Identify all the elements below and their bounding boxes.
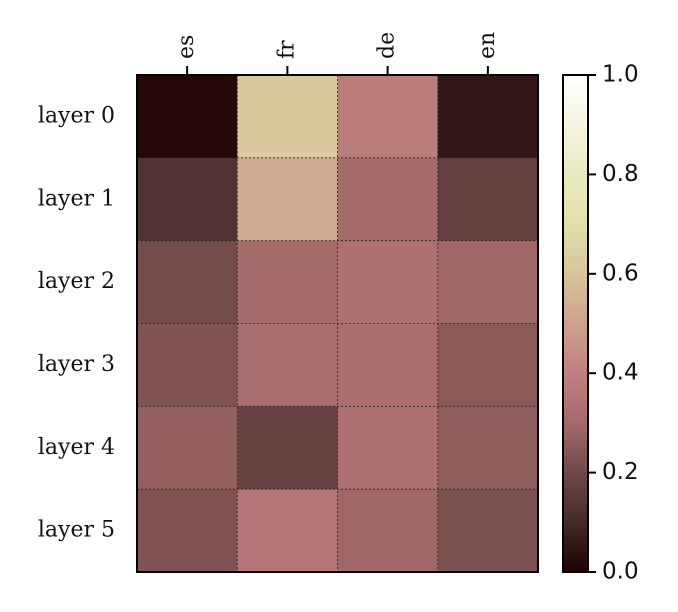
- heatmap-cell: [437, 240, 539, 324]
- plot-frame: [136, 74, 539, 573]
- heatmap-cell: [137, 240, 238, 324]
- heatmap-cell: [137, 75, 238, 159]
- colorbar-tick-label: 0.0: [602, 559, 639, 585]
- colorbar: [562, 74, 589, 573]
- row-label-layer-4: layer 4: [38, 435, 115, 460]
- heatmap-cell: [237, 157, 338, 242]
- row-label-layer-3: layer 3: [38, 352, 115, 377]
- heatmap-cell: [337, 240, 439, 324]
- column-label-es: es: [174, 35, 199, 59]
- heatmap-cell: [237, 489, 338, 573]
- heatmap-cell: [337, 323, 439, 407]
- heatmap-cell: [437, 323, 539, 407]
- heatmap-cell: [137, 489, 238, 573]
- colorbar-tick-label: 0.4: [602, 360, 639, 386]
- colorbar-ticks: 0.0 0.2 0.4 0.6 0.8 1.0: [588, 62, 639, 585]
- colorbar-tick-label: 0.2: [602, 459, 639, 485]
- heatmap-gridlines: [137, 75, 538, 572]
- heatmap-cell: [437, 489, 539, 573]
- colorbar-tick-label: 0.8: [602, 161, 639, 187]
- column-label-fr: fr: [274, 40, 299, 59]
- colorbar-tick-label: 1.0: [602, 62, 639, 88]
- colorbar-tick-label: 0.6: [602, 260, 639, 286]
- column-label-de: de: [375, 32, 400, 59]
- row-label-layer-1: layer 1: [38, 186, 115, 211]
- heatmap-cell: [437, 75, 539, 159]
- column-label-en: en: [475, 32, 500, 59]
- column-ticks: es fr de en: [174, 32, 500, 75]
- heatmap-cell: [237, 323, 338, 407]
- heatmap-cell: [237, 75, 338, 159]
- heatmap-cell: [137, 157, 238, 242]
- heatmap-cell: [337, 157, 439, 242]
- heatmap-cell: [137, 406, 238, 490]
- heatmap-cell: [337, 75, 439, 159]
- row-label-layer-2: layer 2: [38, 269, 115, 294]
- heatmap-cell: [337, 489, 439, 573]
- heatmap-cell: [337, 406, 439, 490]
- heatmap-cell: [237, 240, 338, 324]
- row-label-layer-5: layer 5: [38, 518, 115, 543]
- heatmap-cell: [137, 323, 238, 407]
- heatmap-cells: [137, 75, 539, 573]
- row-label-layer-0: layer 0: [38, 103, 115, 128]
- row-labels: layer 0 layer 1 layer 2 layer 3 layer 4 layer…: [38, 103, 115, 542]
- heatmap-cell: [237, 406, 338, 490]
- heatmap-cell: [437, 406, 539, 490]
- heatmap-cell: [437, 157, 539, 242]
